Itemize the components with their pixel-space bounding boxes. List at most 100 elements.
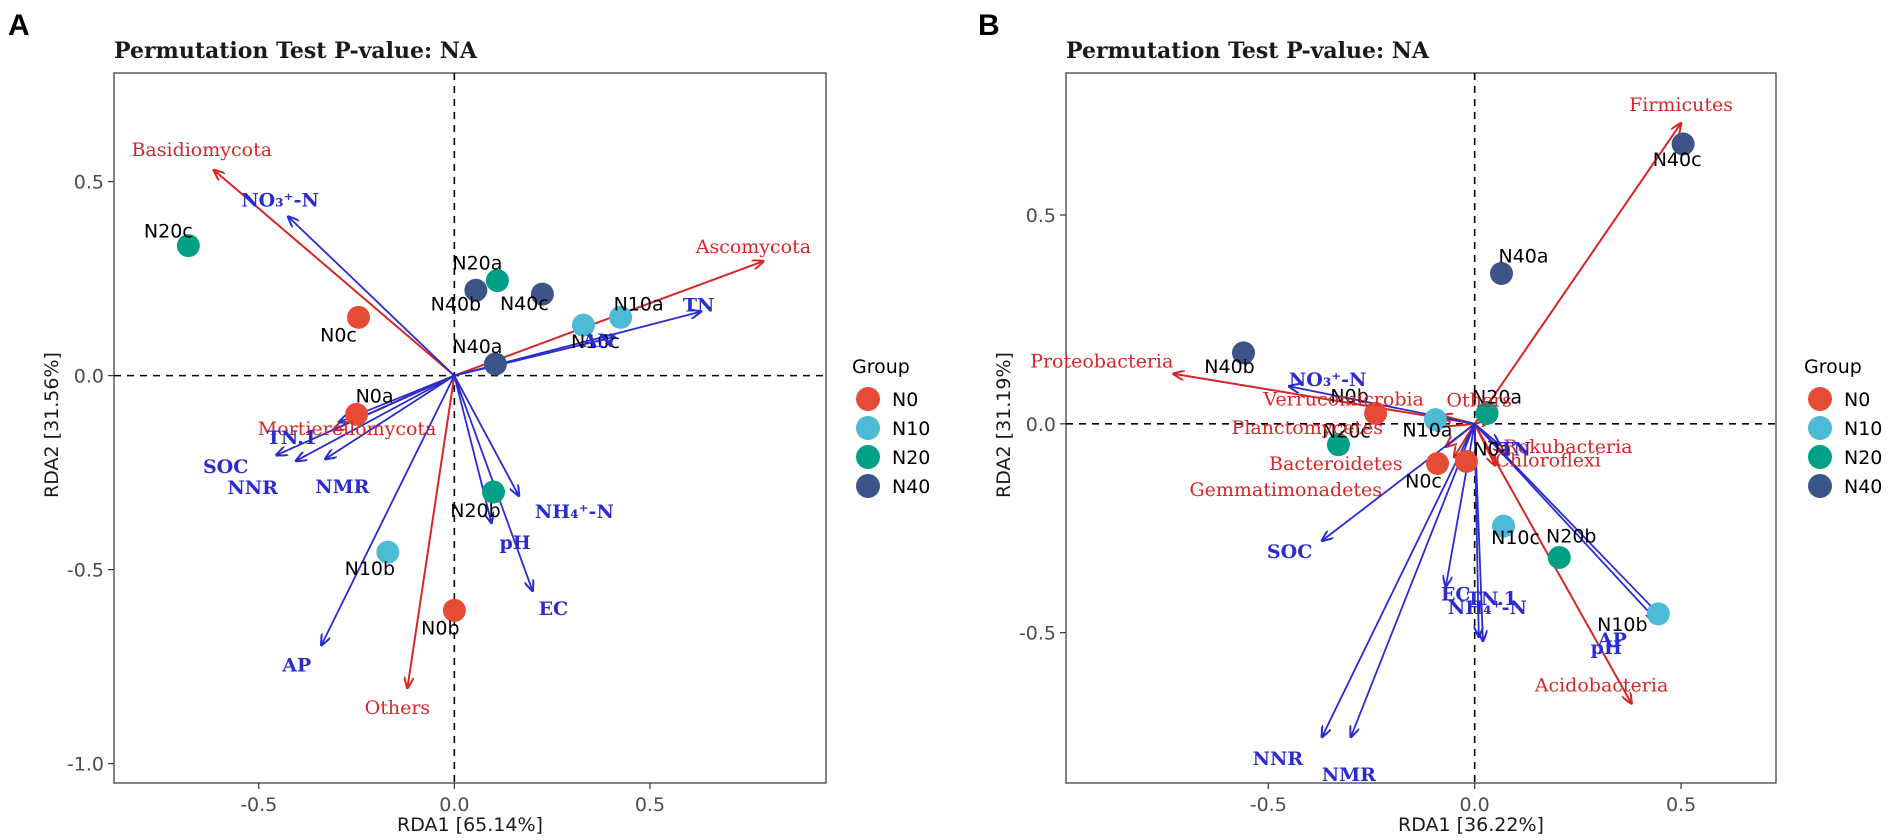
panel-a-point-n40b	[464, 278, 488, 302]
panel-a: Permutation Test P-value: NA -0.5 0.0 0.5-…	[41, 38, 827, 836]
legend-b-label-n20: N20	[1844, 447, 1882, 469]
panel-a-site-label-n40c: N40c	[500, 293, 549, 315]
panel-a-env-label-an: AN	[582, 330, 615, 352]
panel-a-site-label-n40b: N40b	[431, 293, 481, 315]
panel-a-point-n10c	[571, 313, 595, 337]
panel-b-point-n0b	[1364, 401, 1388, 425]
panel-a-env-label-nh-n: NH₄⁺-N	[535, 501, 614, 523]
panel-b-species-label-others: Others	[1446, 390, 1512, 412]
panel-a-env-arrow-no-n	[288, 217, 455, 377]
panel-a-point-n10b	[376, 540, 400, 564]
panel-b-env-label-tn: TN	[1499, 439, 1531, 461]
panel-a-frame	[113, 72, 827, 784]
legend-a-swatch-n0	[856, 387, 880, 411]
panel-a-point-n0a	[345, 402, 369, 426]
panel-a-site-label-n40a: N40a	[452, 336, 502, 358]
panel-a-ylabel: RDA2 [31.56%]	[41, 352, 63, 498]
panel-b: Permutation Test P-value: NA -0.5 0.0 0.5 -…	[993, 38, 1777, 836]
panel-b-point-n0c	[1426, 452, 1450, 475]
legend-a-label-n10: N10	[892, 418, 930, 440]
panel-b-site-label-n40a: N40a	[1498, 245, 1548, 267]
legend-b-swatch-n20	[1808, 445, 1832, 469]
panel-b-site-label-n40b: N40b	[1204, 356, 1254, 378]
legend-b-label-n10: N10	[1844, 418, 1882, 440]
panel-b-site-label-n10a: N10a	[1402, 420, 1452, 442]
panel-b-site-label-n0b: N0b	[1330, 385, 1368, 407]
panel-b-site-label-n10b: N10b	[1597, 614, 1647, 636]
panel-b-frame	[1065, 72, 1777, 784]
panel-a-point-n10a	[609, 305, 633, 329]
panel-b-species-label-verrucomicrobia: Verrucomicrobia	[1262, 388, 1424, 410]
panel-letter-a: A	[8, 9, 30, 42]
panel-b-ytick-label: 0.5	[1026, 205, 1056, 227]
legend-a-swatch-n40	[856, 474, 880, 498]
panel-b-point-n40b	[1232, 341, 1255, 365]
panel-b-species-label-firmicutes: Firmicutes	[1629, 94, 1733, 116]
panel-a-env-arrow-nmr	[325, 374, 455, 459]
panel-a-env-label-ec: EC	[539, 598, 569, 620]
panel-a-site-label-n0a: N0a	[356, 385, 394, 407]
panel-a-env-label-tn-1: TN.1	[267, 427, 317, 449]
panel-a-point-n40c	[530, 282, 554, 306]
panel-a-species-arrow-ascomycota	[454, 261, 763, 377]
panel-a-ytick-label: -1.0	[67, 754, 104, 776]
legend-b-title: Group	[1804, 356, 1862, 378]
panel-b-plot-area: -0.5 0.0 0.5-0.50.00.5N40cN40aN40bN20aN0bN…	[1019, 72, 1777, 816]
panel-a-env-label-tn: TN	[683, 295, 715, 317]
panel-a-env-label-nnr: NNR	[227, 477, 278, 499]
panel-b-site-label-n0a: N0a	[1473, 438, 1511, 460]
panel-b-env-label-ec: EC	[1441, 584, 1471, 606]
legend-b-swatch-n10	[1808, 416, 1832, 440]
panel-a-ytick-label: 0.0	[74, 366, 104, 388]
panel-b-ytick-label: -0.5	[1019, 623, 1056, 645]
panel-b-species-arrow-firmicutes	[1473, 123, 1681, 425]
panel-a-site-label-n10c: N10c	[571, 331, 620, 353]
panel-a-xtick-label: 0.5	[635, 794, 665, 816]
panel-a-env-label-soc: SOC	[203, 456, 248, 478]
panel-b-species-label-acidobacteria: Acidobacteria	[1534, 675, 1669, 697]
panel-letter-b: B	[978, 9, 1000, 42]
legend-a-label-n40: N40	[892, 476, 930, 498]
panel-b-title: Permutation Test P-value: NA	[1066, 38, 1430, 64]
panel-b-site-label-n0c: N0c	[1405, 471, 1442, 493]
panel-b-species-label-gemmatimonadetes: Gemmatimonadetes	[1189, 479, 1382, 501]
panel-a-species-label-ascomycota: Ascomycota	[695, 236, 811, 258]
panel-b-point-n10b	[1646, 602, 1670, 626]
panel-b-env-arrow-nmr	[1351, 423, 1476, 737]
panel-b-point-n0a	[1454, 449, 1478, 473]
panel-a-env-label-no-n: NO₃⁺-N	[241, 190, 319, 212]
panel-a-xlabel: RDA1 [65.14%]	[397, 814, 543, 836]
panel-b-env-arrow-ph	[1474, 423, 1657, 620]
panel-b-species-arrow-proteobacteria	[1173, 374, 1475, 425]
panel-a-env-arrow-ap	[321, 375, 456, 646]
panel-b-env-arrow-nnr	[1322, 423, 1476, 737]
panel-a-ytick-label: 0.5	[74, 172, 104, 194]
legend-a-title: Group	[852, 356, 910, 378]
panel-b-point-n20b	[1547, 545, 1571, 569]
panel-a-point-n0c	[347, 305, 371, 329]
legend-a-swatch-n10	[856, 416, 880, 440]
panel-b-env-label-nh-n: NH₄⁺-N	[1448, 597, 1527, 619]
panel-b-env-arrow-soc	[1322, 423, 1476, 541]
panel-a-species-label-basidiomycota: Basidiomycota	[131, 139, 272, 161]
panel-a-env-label-ph: pH	[500, 532, 531, 554]
panel-b-point-n40a	[1489, 261, 1513, 285]
panel-a-point-n20c	[176, 234, 200, 258]
panel-b-env-label-nnr: NNR	[1253, 748, 1304, 770]
panel-b-site-label-n40c: N40c	[1653, 149, 1702, 171]
legend-b: Group N0 N10 N20 N40	[1804, 356, 1882, 498]
panel-b-env-label-ph: pH	[1591, 637, 1622, 659]
panel-b-site-label-n20c: N20c	[1322, 421, 1371, 443]
legend-b-label-n0: N0	[1844, 389, 1870, 411]
panel-b-env-arrow-ap	[1474, 423, 1661, 616]
panel-a-species-label-mortierellomycota: Mortierellomycota	[258, 418, 437, 440]
legend-a-swatch-n20	[856, 445, 880, 469]
panel-b-env-label-tn-1: TN.1	[1467, 588, 1517, 610]
panel-b-species-label-proteobacteria: Proteobacteria	[1030, 351, 1173, 373]
panel-b-env-label-ap: AP	[1597, 629, 1627, 651]
panel-b-ylabel: RDA2 [31.19%]	[993, 352, 1015, 498]
panel-b-ytick-label: 0.0	[1026, 414, 1056, 436]
panel-a-xtick-label: -0.5	[240, 794, 277, 816]
legend-a-label-n20: N20	[892, 447, 930, 469]
